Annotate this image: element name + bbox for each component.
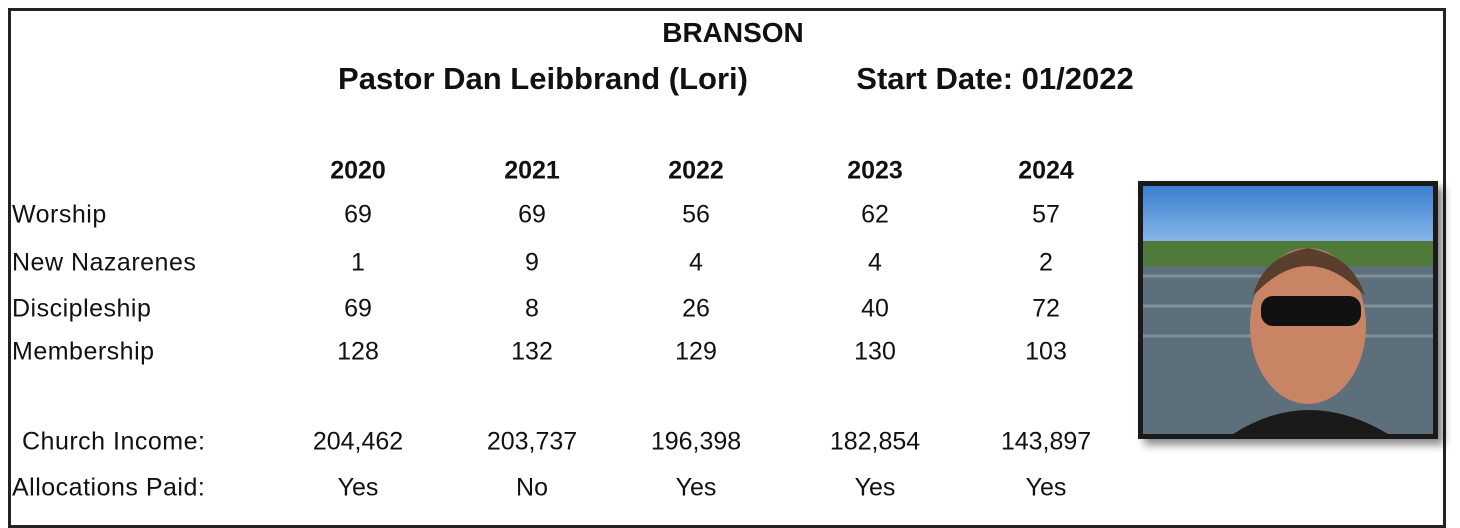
row-label: Worship [12, 201, 107, 230]
finance-cell: No [516, 474, 548, 503]
finance-cell: 203,737 [487, 428, 577, 457]
pastor-photo [1138, 181, 1438, 439]
cell: 57 [1032, 201, 1060, 230]
cell: 132 [511, 338, 553, 367]
finance-label: Allocations Paid: [12, 474, 205, 503]
year-header: 2023 [847, 157, 903, 186]
year-header: 2020 [330, 157, 386, 186]
cell: 103 [1025, 338, 1067, 367]
finance-cell: Yes [676, 474, 717, 503]
finance-cell: 196,398 [651, 428, 741, 457]
start-date: Start Date: 01/2022 [856, 61, 1133, 97]
pastor: Pastor Dan Leibbrand (Lori) [338, 61, 748, 97]
row-label: Discipleship [12, 295, 151, 324]
cell: 9 [525, 249, 539, 278]
year-header: 2022 [668, 157, 724, 186]
cell: 72 [1032, 295, 1060, 324]
cell: 26 [682, 295, 710, 324]
finance-cell: Yes [1026, 474, 1067, 503]
row-label: New Nazarenes [12, 249, 196, 278]
page: BRANSON Pastor Dan Leibbrand (Lori) Star… [0, 0, 1460, 504]
year-header: 2024 [1018, 157, 1074, 186]
finance-cell: Yes [855, 474, 896, 503]
finance-cell: 182,854 [830, 428, 920, 457]
cell: 4 [868, 249, 882, 278]
finance-cell: 143,897 [1001, 428, 1091, 457]
cell: 69 [344, 295, 372, 324]
year-header: 2021 [504, 157, 560, 186]
cell: 69 [518, 201, 546, 230]
cell: 56 [682, 201, 710, 230]
cell: 40 [861, 295, 889, 324]
finance-label: Church Income: [22, 428, 205, 457]
cell: 1 [351, 249, 365, 278]
cell: 69 [344, 201, 372, 230]
finance-cell: Yes [338, 474, 379, 503]
cell: 128 [337, 338, 379, 367]
cell: 4 [689, 249, 703, 278]
photo-art [1143, 186, 1433, 434]
cell: 2 [1039, 249, 1053, 278]
row-label: Membership [12, 338, 155, 367]
title: BRANSON [662, 17, 804, 49]
cell: 130 [854, 338, 896, 367]
cell: 129 [675, 338, 717, 367]
cell: 62 [861, 201, 889, 230]
finance-cell: 204,462 [313, 428, 403, 457]
cell: 8 [525, 295, 539, 324]
